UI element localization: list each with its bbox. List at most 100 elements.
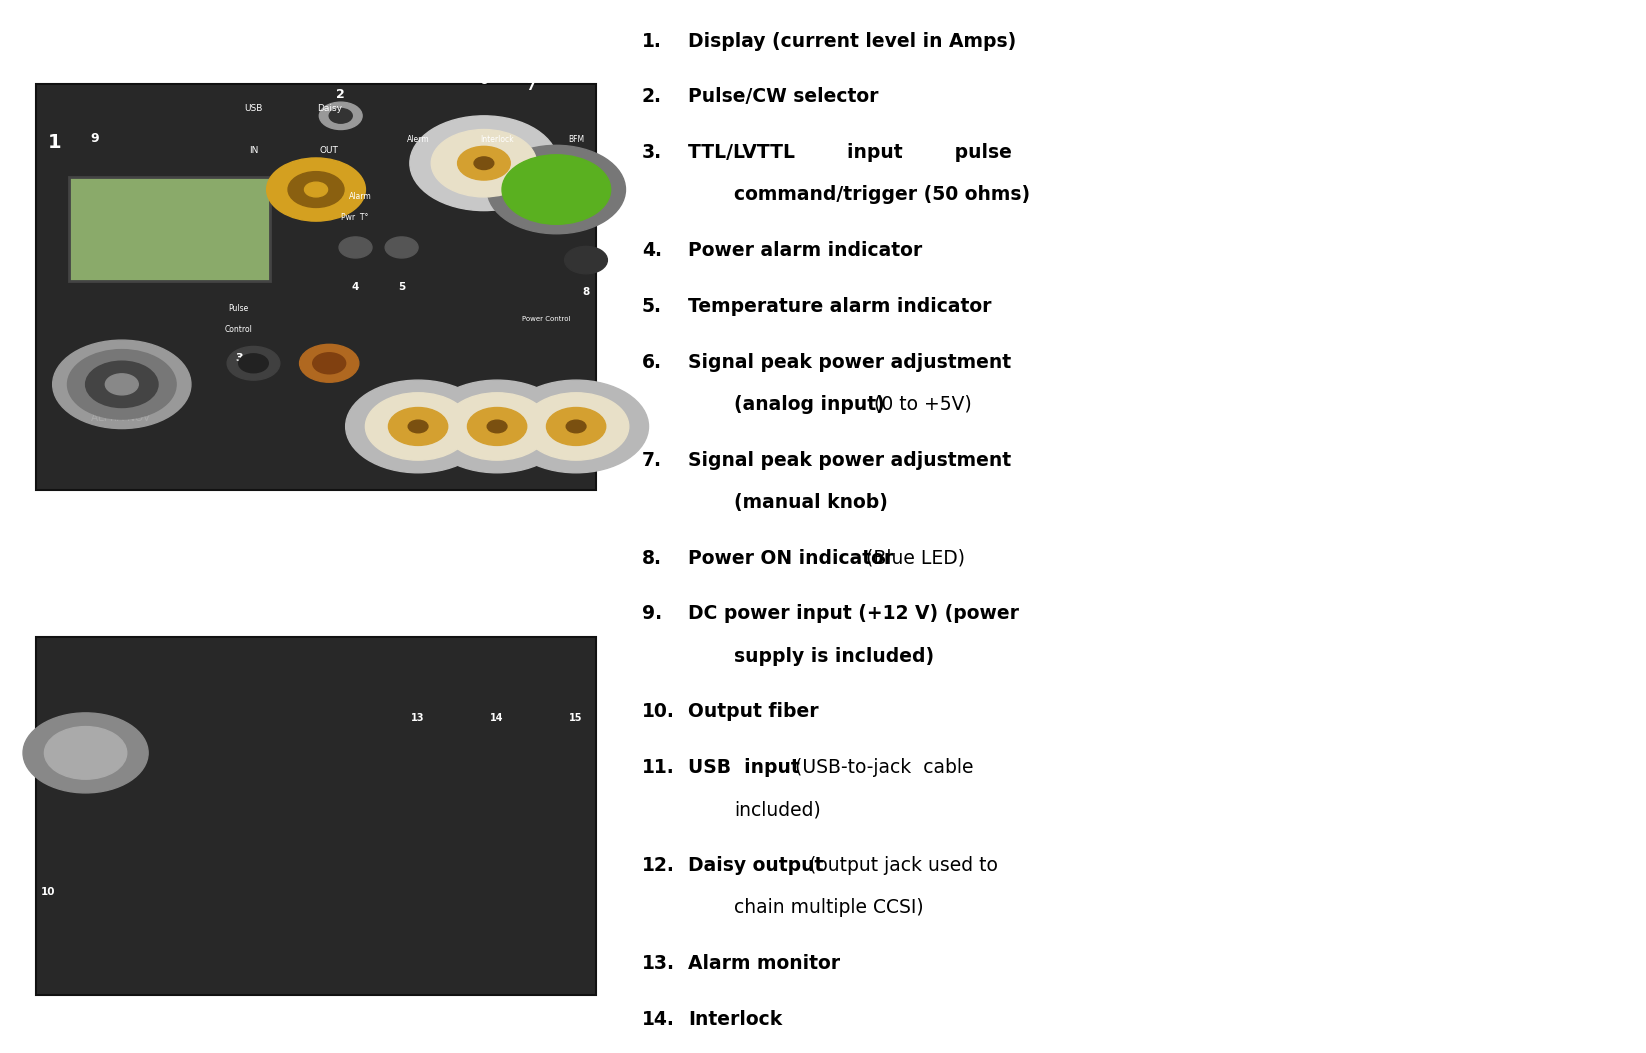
Text: Signal peak power adjustment: Signal peak power adjustment — [688, 353, 1011, 372]
Circle shape — [444, 393, 550, 460]
Circle shape — [346, 380, 491, 473]
FancyBboxPatch shape — [69, 177, 270, 281]
Text: ALPhA NOV: ALPhA NOV — [91, 413, 150, 423]
Circle shape — [487, 145, 625, 234]
Text: DC power input (+12 V) (power: DC power input (+12 V) (power — [688, 604, 1019, 623]
Circle shape — [227, 346, 280, 380]
Circle shape — [410, 116, 558, 211]
Circle shape — [425, 380, 570, 473]
Text: 2: 2 — [336, 88, 346, 101]
Text: 1.: 1. — [642, 32, 662, 51]
Circle shape — [408, 420, 428, 433]
Circle shape — [385, 237, 418, 258]
Circle shape — [53, 340, 191, 429]
Text: OUT: OUT — [319, 145, 339, 155]
Text: Interlock: Interlock — [688, 1010, 782, 1029]
Circle shape — [487, 420, 507, 433]
Text: USB: USB — [244, 103, 263, 113]
Text: 14: 14 — [491, 713, 504, 723]
Circle shape — [565, 246, 607, 274]
Circle shape — [86, 361, 158, 408]
Text: 15: 15 — [570, 713, 583, 723]
Circle shape — [431, 130, 537, 197]
Text: 6: 6 — [479, 75, 489, 87]
Text: 12.: 12. — [642, 856, 675, 875]
Text: BFM: BFM — [568, 135, 584, 144]
Text: 13.: 13. — [642, 954, 675, 973]
Text: Alerm: Alerm — [407, 135, 430, 144]
Text: 6.: 6. — [642, 353, 662, 372]
Text: 9: 9 — [91, 133, 99, 145]
Text: Daisy output: Daisy output — [688, 856, 823, 875]
Text: 14.: 14. — [642, 1010, 675, 1029]
Circle shape — [329, 108, 352, 123]
Circle shape — [502, 155, 611, 224]
Text: Alarm: Alarm — [349, 193, 372, 201]
Text: 2.: 2. — [642, 87, 662, 106]
Circle shape — [300, 344, 359, 382]
Text: Temperature alarm indicator: Temperature alarm indicator — [688, 297, 991, 316]
Circle shape — [305, 182, 328, 197]
Text: chain multiple CCSI): chain multiple CCSI) — [734, 898, 923, 917]
Circle shape — [504, 380, 649, 473]
Text: (analog input): (analog input) — [734, 395, 886, 414]
Text: IN: IN — [249, 145, 258, 155]
Text: 5: 5 — [398, 282, 405, 293]
Text: Power Control: Power Control — [522, 316, 571, 322]
Text: 3: 3 — [235, 353, 242, 363]
Text: 7: 7 — [525, 80, 535, 93]
Text: 11: 11 — [247, 523, 260, 534]
Text: Signal peak power adjustment: Signal peak power adjustment — [688, 451, 1011, 470]
Circle shape — [313, 353, 346, 374]
Text: 4: 4 — [352, 282, 359, 293]
Text: Pulse: Pulse — [229, 303, 249, 313]
Text: Power alarm indicator: Power alarm indicator — [688, 241, 922, 260]
Text: Power ON indicator: Power ON indicator — [688, 549, 894, 568]
Circle shape — [458, 146, 510, 180]
Text: 9.: 9. — [642, 604, 662, 623]
Text: 8.: 8. — [642, 549, 662, 568]
Circle shape — [467, 408, 527, 445]
Text: Pwr  T°: Pwr T° — [341, 214, 369, 222]
Text: supply is included): supply is included) — [734, 647, 935, 665]
Text: 11.: 11. — [642, 758, 675, 777]
Circle shape — [23, 713, 148, 793]
Circle shape — [267, 158, 365, 221]
Circle shape — [319, 102, 362, 130]
Text: 4.: 4. — [642, 241, 662, 260]
Text: (output jack used to: (output jack used to — [803, 856, 997, 875]
Circle shape — [546, 408, 606, 445]
Text: Interlock: Interlock — [481, 135, 514, 144]
Circle shape — [44, 727, 127, 779]
Circle shape — [523, 393, 629, 460]
Text: Pulse: Pulse — [250, 75, 273, 83]
Circle shape — [339, 237, 372, 258]
Circle shape — [239, 354, 268, 373]
Text: Power: Power — [109, 514, 135, 523]
FancyBboxPatch shape — [36, 84, 596, 490]
Text: TTL/LVTTL        input        pulse: TTL/LVTTL input pulse — [688, 143, 1012, 162]
Text: included): included) — [734, 800, 821, 819]
FancyBboxPatch shape — [36, 637, 596, 995]
Text: Control: Control — [226, 324, 252, 334]
Text: CW: CW — [374, 75, 388, 83]
Circle shape — [105, 374, 138, 395]
Text: 3.: 3. — [642, 143, 662, 162]
Text: command/trigger (50 ohms): command/trigger (50 ohms) — [734, 185, 1030, 204]
Text: USB  input: USB input — [688, 758, 800, 777]
Circle shape — [288, 172, 344, 207]
Text: 7.: 7. — [642, 451, 662, 470]
Text: 8: 8 — [583, 286, 589, 297]
Text: Display (current level in Amps): Display (current level in Amps) — [688, 32, 1016, 51]
Text: Daisy: Daisy — [316, 103, 342, 113]
Text: (manual knob): (manual knob) — [734, 493, 887, 512]
Text: 13: 13 — [412, 713, 425, 723]
Text: 10.: 10. — [642, 702, 675, 721]
Text: (USB-to-jack  cable: (USB-to-jack cable — [783, 758, 974, 777]
Circle shape — [566, 420, 586, 433]
Text: CCS-I: CCS-I — [94, 359, 146, 378]
Text: 12: 12 — [323, 523, 336, 534]
Text: Pulse/CW selector: Pulse/CW selector — [688, 87, 879, 106]
Circle shape — [365, 393, 471, 460]
Circle shape — [67, 350, 176, 419]
